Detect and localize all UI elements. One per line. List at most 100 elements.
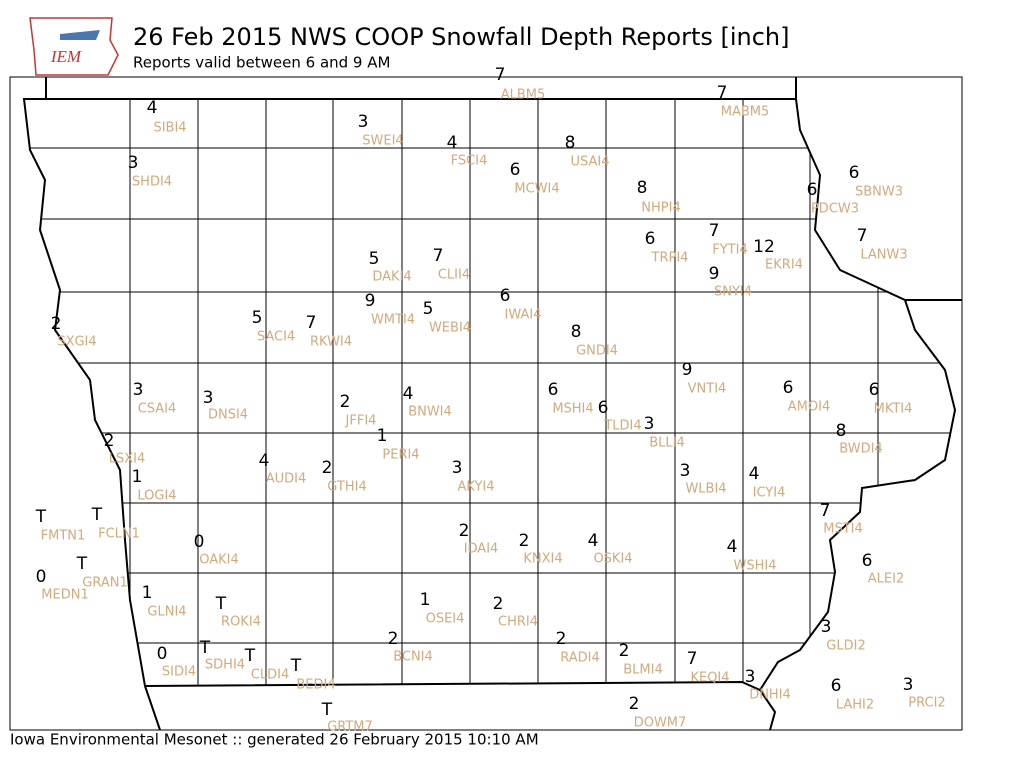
station-id: LANW3 — [860, 248, 907, 263]
station-value: 4 — [259, 451, 270, 471]
station-value: 7 — [709, 221, 720, 241]
station-id: BLMI4 — [623, 663, 662, 678]
station-value: 6 — [783, 378, 794, 398]
station-value: 9 — [682, 360, 693, 380]
station-id: CHRI4 — [498, 615, 538, 630]
station-id: GTHI4 — [327, 480, 366, 495]
station-value: 2 — [493, 594, 504, 614]
station-value: T — [91, 505, 103, 525]
station-value: 1 — [132, 467, 143, 487]
station-id: WSHI4 — [734, 559, 777, 574]
station-id: GLNI4 — [147, 605, 186, 620]
station-id: AKYI4 — [457, 480, 494, 495]
station-id: MSHI4 — [552, 402, 593, 417]
station-value: T — [35, 507, 47, 527]
station-id: USAI4 — [570, 155, 609, 170]
station-value: T — [321, 700, 333, 720]
station-value: 4 — [447, 133, 458, 153]
station-value: 6 — [849, 163, 860, 183]
station-value: 4 — [727, 537, 738, 557]
station-id: GLDI2 — [826, 639, 865, 654]
station-value: 2 — [51, 314, 62, 334]
station-value: 6 — [510, 160, 521, 180]
station-value: 8 — [565, 133, 576, 153]
station-value: 2 — [322, 458, 333, 478]
footer: Iowa Environmental Mesonet :: generated … — [10, 731, 539, 749]
station-value: 3 — [821, 617, 832, 637]
station-id: BNWI4 — [408, 405, 452, 420]
station-value: 3 — [133, 380, 144, 400]
station-value: 6 — [831, 676, 842, 696]
station-id: SDHI4 — [205, 658, 245, 673]
station-value: 3 — [745, 667, 756, 687]
station-value: T — [215, 594, 227, 614]
station-id: SWEI4 — [362, 134, 403, 149]
station-id: MEDN1 — [41, 588, 88, 603]
station-value: 2 — [519, 531, 530, 551]
station-value: 7 — [495, 65, 506, 85]
station-id: BLLI4 — [649, 436, 685, 451]
station-value: 8 — [836, 421, 847, 441]
station-id: SACI4 — [257, 330, 295, 345]
station-id: VNTI4 — [688, 382, 727, 397]
station-id: WEBI4 — [429, 321, 471, 336]
station-id: EKRI4 — [765, 258, 803, 273]
station-id: WLBI4 — [685, 482, 726, 497]
station-value: 2 — [388, 629, 399, 649]
station-value: 3 — [128, 153, 139, 173]
station-id: ALBM5 — [501, 88, 546, 103]
station-value: 4 — [749, 464, 760, 484]
station-id: SXGI4 — [57, 335, 96, 350]
station-id: MCWI4 — [514, 182, 559, 197]
station-id: SIBI4 — [153, 121, 186, 136]
station-id: SIDI4 — [162, 665, 196, 680]
station-id: NHPI4 — [641, 201, 680, 216]
station-value: 3 — [903, 675, 914, 695]
station-value: 6 — [807, 180, 818, 200]
station-id: TLDI4 — [603, 419, 641, 434]
station-value: 7 — [857, 226, 868, 246]
station-id: BCNI4 — [393, 650, 433, 665]
station-value: T — [290, 656, 302, 676]
station-id: CSAI4 — [138, 402, 177, 417]
station-value: 4 — [588, 531, 599, 551]
station-id: CLII4 — [438, 268, 470, 283]
station-id: FYTI4 — [712, 243, 747, 258]
station-value: 2 — [104, 431, 115, 451]
station-id: LOGI4 — [137, 489, 176, 504]
station-id: FMTN1 — [41, 529, 86, 544]
station-id: DAKI4 — [372, 270, 411, 285]
station-value: 2 — [340, 392, 351, 412]
station-value: 6 — [598, 398, 609, 418]
station-value: 2 — [629, 694, 640, 714]
station-id: OSKI4 — [593, 552, 632, 567]
station-id: RADI4 — [560, 651, 600, 666]
station-value: 3 — [644, 414, 655, 434]
station-value: 6 — [548, 380, 559, 400]
subtitle: Reports valid between 6 and 9 AM — [133, 54, 390, 72]
station-value: 3 — [452, 458, 463, 478]
station-id: PDCW3 — [811, 202, 859, 217]
station-id: MKTI4 — [874, 402, 913, 417]
station-value: 0 — [157, 644, 168, 664]
station-id: LAHI2 — [836, 698, 874, 713]
county-lines — [24, 99, 955, 686]
station-id: ICYI4 — [753, 486, 786, 501]
map-frame — [9, 76, 963, 731]
station-value: 3 — [203, 388, 214, 408]
station-id: SBNW3 — [855, 185, 903, 200]
station-value: 2 — [619, 641, 630, 661]
station-value: 8 — [637, 178, 648, 198]
station-id: OSEI4 — [426, 612, 465, 627]
station-value: T — [76, 554, 88, 574]
station-id: JFFI4 — [345, 414, 377, 429]
station-value: 12 — [753, 237, 775, 257]
station-value: 2 — [459, 521, 470, 541]
station-value: 5 — [369, 249, 380, 269]
station-value: 1 — [420, 590, 431, 610]
station-value: 9 — [709, 264, 720, 284]
station-value: 5 — [252, 308, 263, 328]
